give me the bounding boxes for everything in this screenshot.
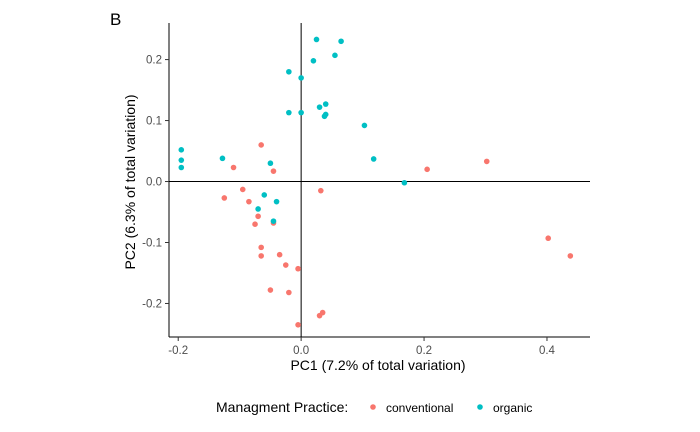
x-tick-label: 0.4 <box>539 345 556 357</box>
data-point-organic <box>255 206 261 212</box>
legend: Managment Practice: conventional organic <box>216 399 532 415</box>
data-point-organic <box>370 156 377 162</box>
data-point-conventional <box>318 187 324 194</box>
data-point-organic <box>338 38 344 45</box>
legend-title: Managment Practice: <box>216 399 348 415</box>
data-point-organic <box>178 147 185 153</box>
x-tick-label: 0.0 <box>293 345 309 357</box>
data-point-organic <box>286 109 292 116</box>
y-axis-ticks: -0.2 -0.1 0.0 0.1 0.2 <box>142 55 169 310</box>
axes <box>168 23 590 338</box>
data-point-conventional <box>246 198 252 205</box>
data-point-organic <box>322 101 329 107</box>
x-tick-label: -0.2 <box>168 345 188 357</box>
legend-items: conventional organic <box>370 401 532 415</box>
data-point-conventional <box>252 221 258 228</box>
data-point-conventional <box>567 253 574 259</box>
legend-label-conventional: conventional <box>386 401 453 415</box>
data-point-conventional <box>545 235 552 242</box>
data-point-organic <box>273 198 280 205</box>
data-point-organic <box>321 113 328 120</box>
y-tick-label: 0.0 <box>146 177 162 189</box>
data-points <box>178 36 574 328</box>
legend-item-conventional: conventional <box>370 401 453 415</box>
data-point-conventional <box>258 253 264 259</box>
legend-item-organic: organic <box>477 401 532 415</box>
data-point-organic <box>261 192 268 198</box>
data-point-conventional <box>255 213 261 220</box>
x-tick-label: 0.2 <box>416 345 432 357</box>
legend-label-organic: organic <box>493 401 532 415</box>
data-point-organic <box>178 164 185 171</box>
data-point-conventional <box>316 312 323 319</box>
data-point-organic <box>298 109 304 116</box>
data-point-conventional <box>230 164 237 171</box>
series-organic <box>178 36 408 224</box>
x-axis-ticks: -0.2 0.0 0.2 0.4 <box>168 337 556 357</box>
panel-tag: B <box>110 10 121 29</box>
data-point-conventional <box>295 322 301 328</box>
data-point-conventional <box>267 287 274 293</box>
y-tick-label: 0.1 <box>146 116 162 128</box>
data-point-conventional <box>276 251 283 258</box>
data-point-conventional <box>221 195 228 201</box>
series-conventional <box>221 142 574 328</box>
data-point-conventional <box>239 186 246 193</box>
y-axis-title: PC2 (6.3% of total variation) <box>122 94 138 269</box>
data-point-organic <box>361 122 368 129</box>
data-point-organic <box>267 160 274 167</box>
data-point-organic <box>401 179 408 186</box>
y-tick-label: -0.2 <box>142 298 162 310</box>
data-point-conventional <box>270 168 277 174</box>
data-point-conventional <box>286 289 292 296</box>
data-point-organic <box>310 58 317 64</box>
data-point-conventional <box>282 262 289 268</box>
data-point-conventional <box>483 158 490 165</box>
reference-lines <box>169 23 590 337</box>
data-point-organic <box>316 104 323 110</box>
y-tick-label: -0.1 <box>142 237 162 249</box>
legend-marker-conventional <box>370 404 376 410</box>
data-point-conventional <box>424 166 430 173</box>
data-point-organic <box>219 155 226 162</box>
data-point-organic <box>270 218 277 224</box>
y-tick-label: 0.2 <box>146 55 162 67</box>
data-point-conventional <box>258 142 264 148</box>
data-point-conventional <box>295 265 301 272</box>
legend-marker-organic <box>477 404 483 410</box>
data-point-organic <box>298 75 304 81</box>
data-point-organic <box>332 52 338 59</box>
data-point-organic <box>178 157 185 163</box>
data-point-conventional <box>258 244 264 251</box>
data-point-organic <box>286 68 292 75</box>
data-point-organic <box>313 36 320 43</box>
x-axis-title: PC1 (7.2% of total variation) <box>290 357 465 373</box>
